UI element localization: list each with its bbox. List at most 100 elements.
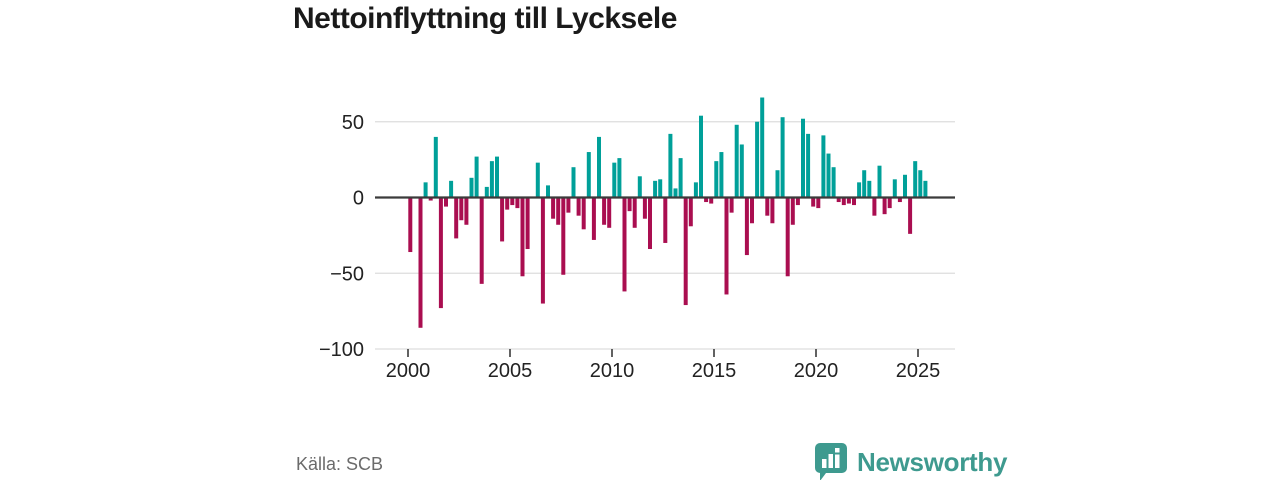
bar-2000Q4 — [423, 182, 428, 198]
bar-2025Q2 — [923, 180, 928, 198]
bar-2013Q4 — [688, 197, 693, 227]
bar-2023Q2 — [882, 197, 887, 215]
bar-2009Q4 — [607, 197, 612, 228]
bar-2000Q3 — [418, 197, 423, 328]
bar-2024Q4 — [913, 161, 918, 198]
bar-2001Q1 — [428, 197, 433, 201]
bar-2011Q3 — [642, 197, 647, 219]
bar-2008Q3 — [581, 197, 586, 230]
bar-2004Q4 — [505, 197, 510, 210]
bar-2008Q1 — [571, 167, 576, 198]
bar-2022Q4 — [872, 197, 877, 216]
bar-2010Q1 — [612, 162, 617, 198]
bar-2018Q3 — [785, 197, 790, 277]
bar-2006Q2 — [535, 162, 540, 198]
xtick-label-2005: 2005 — [488, 360, 533, 382]
bar-2009Q1 — [591, 197, 596, 240]
bar-2000Q1 — [408, 197, 413, 253]
bar-2004Q3 — [500, 197, 505, 242]
logo-bar-medium — [828, 454, 833, 468]
bar-2011Q2 — [637, 176, 642, 198]
bar-2022Q3 — [867, 180, 872, 198]
bar-2014Q3 — [704, 197, 709, 203]
bar-2021Q3 — [846, 197, 851, 204]
bar-2009Q3 — [602, 197, 607, 225]
bar-2005Q4 — [525, 197, 530, 250]
ytick-label--50: −50 — [330, 263, 364, 285]
source-label: Källa: SCB — [296, 454, 384, 474]
bar-2020Q3 — [826, 153, 831, 198]
bar-2015Q4 — [729, 197, 734, 213]
bar-2021Q2 — [841, 197, 846, 206]
bar-2012Q1 — [653, 180, 658, 198]
bar-2024Q2 — [903, 174, 907, 198]
bar-2016Q1 — [734, 124, 739, 198]
bar-2025Q1 — [918, 170, 923, 198]
bar-2017Q1 — [755, 121, 760, 198]
bar-2010Q3 — [622, 197, 627, 292]
bar-2003Q4 — [484, 186, 489, 198]
bar-2001Q3 — [438, 197, 443, 309]
xtick-label-2000: 2000 — [386, 360, 431, 382]
xtick-label-2010: 2010 — [590, 360, 635, 382]
bar-2022Q1 — [857, 182, 862, 198]
bar-2017Q2 — [760, 97, 765, 198]
bar-2018Q4 — [790, 197, 795, 225]
newsworthy-logo-icon — [815, 443, 847, 480]
axis-labels: 50 0 −50 −100 2000 2005 2010 2015 2020 2025 — [319, 112, 940, 382]
bar-2020Q4 — [831, 167, 836, 198]
bar-2019Q1 — [795, 197, 800, 206]
bar-2007Q4 — [566, 197, 571, 213]
bar-2020Q1 — [816, 197, 821, 209]
bar-2013Q3 — [683, 197, 688, 306]
bar-2017Q3 — [765, 197, 770, 216]
bar-2014Q2 — [699, 115, 703, 198]
bar-2001Q2 — [433, 136, 438, 198]
bar-2008Q2 — [576, 197, 581, 216]
bar-2010Q2 — [617, 158, 622, 198]
bar-2006Q4 — [546, 185, 550, 198]
bar-2005Q1 — [510, 197, 515, 206]
bar-2021Q1 — [836, 197, 841, 203]
gridlines — [375, 121, 955, 350]
bar-2003Q2 — [474, 156, 479, 198]
bar-2005Q2 — [515, 197, 520, 209]
xtick-label-2015: 2015 — [692, 360, 737, 382]
bar-2020Q2 — [821, 135, 826, 198]
bar-2016Q2 — [739, 144, 744, 198]
bar-2003Q3 — [479, 197, 484, 284]
bar-2001Q4 — [444, 197, 448, 207]
ytick-label-0: 0 — [353, 188, 364, 210]
bar-2004Q2 — [495, 156, 499, 198]
bar-2019Q4 — [811, 197, 816, 207]
bar-2018Q1 — [775, 170, 780, 198]
bar-2002Q1 — [449, 180, 454, 198]
bar-2018Q2 — [780, 117, 785, 198]
bar-2002Q4 — [464, 197, 469, 225]
newsworthy-logo: Newsworthy — [814, 442, 1007, 480]
bar-2019Q2 — [801, 118, 805, 198]
ytick-label--100: −100 — [319, 339, 364, 361]
bar-2015Q1 — [714, 161, 719, 198]
bar-2024Q1 — [897, 197, 902, 203]
bar-2007Q1 — [551, 197, 556, 219]
bar-2023Q3 — [887, 197, 892, 209]
bar-2002Q3 — [459, 197, 464, 221]
bar-2013Q2 — [678, 158, 683, 198]
bars — [408, 97, 928, 328]
bar-2016Q4 — [750, 197, 754, 224]
bar-2015Q2 — [719, 152, 724, 198]
bar-2024Q3 — [908, 197, 913, 234]
bar-2012Q2 — [658, 179, 663, 198]
bar-2023Q4 — [892, 179, 897, 198]
page-title: Nettoinflyttning till Lycksele — [293, 2, 677, 35]
bar-2011Q1 — [632, 197, 637, 228]
bar-2003Q1 — [469, 177, 474, 198]
xtick-label-2020: 2020 — [794, 360, 839, 382]
bar-2016Q3 — [744, 197, 749, 256]
ytick-label-50: 50 — [342, 112, 364, 134]
bar-2023Q1 — [877, 165, 882, 198]
bar-2006Q3 — [540, 197, 545, 304]
bar-2012Q4 — [668, 133, 673, 198]
